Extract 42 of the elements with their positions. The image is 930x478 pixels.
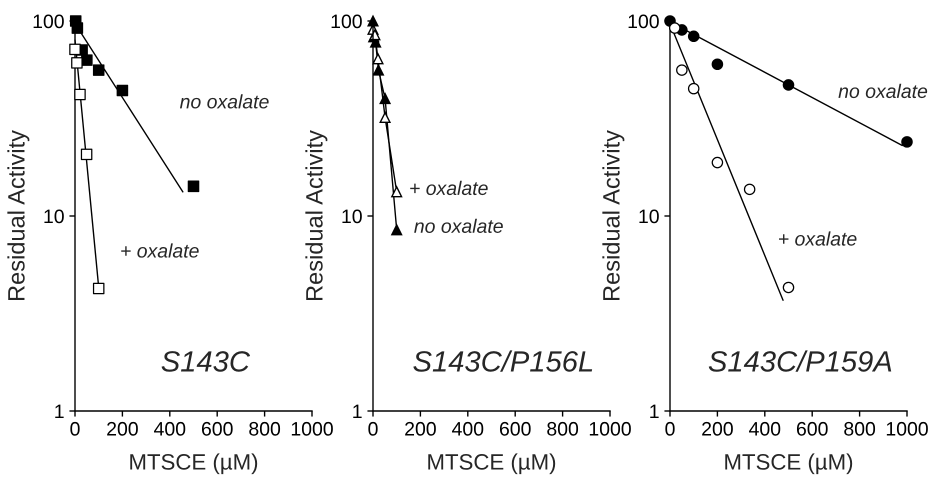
y-tick-label: 100 [332, 14, 362, 28]
y-tick-label: 10 [639, 209, 659, 224]
y-tick-label: 100 [34, 14, 64, 28]
x-tick-label: 200 [107, 422, 138, 436]
x-axis-title: MTSCE (µM) [428, 453, 556, 474]
x-tick-label: 0 [368, 422, 378, 436]
y-axis-title: Residual Activity [305, 130, 328, 300]
text: no oxalate [838, 84, 928, 98]
series-label: + oxalate [779, 231, 857, 246]
series-label: + oxalate [410, 180, 488, 196]
text: S143C/P156L [413, 350, 592, 372]
y-tick-label: 1 [55, 404, 64, 418]
y-axis-title: Residual Activity [7, 130, 30, 300]
x-tick-label: 200 [405, 422, 436, 436]
y-tick-label: 100 [628, 14, 659, 28]
series-label: + oxalate [121, 243, 199, 258]
text: S143C [162, 351, 250, 372]
x-tick-label: 1000 [590, 422, 631, 436]
y-axis-title: Residual Activity [602, 130, 624, 300]
x-tick-label: 400 [749, 422, 780, 436]
y-tick-label: 1 [650, 404, 659, 418]
y-tick-label: 10 [342, 209, 362, 224]
y-tick-label: 10 [44, 209, 64, 224]
y-tick-label: 1 [353, 404, 362, 418]
x-tick-label: 800 [547, 422, 578, 436]
x-tick-label: 600 [796, 422, 828, 436]
x-axis-title: MTSCE (µM) [725, 453, 852, 474]
x-tick-label: 0 [70, 422, 80, 436]
series-label: no oxalate [414, 218, 503, 233]
x-tick-label: 1000 [886, 422, 928, 436]
x-tick-label: 400 [154, 422, 186, 436]
text: S143C/P159A [708, 350, 892, 372]
x-tick-label: 0 [665, 422, 675, 436]
x-tick-label: 600 [202, 422, 233, 436]
x-axis-title: MTSCE (µM) [130, 453, 258, 474]
x-tick-label: 600 [500, 422, 531, 436]
x-tick-label: 400 [452, 422, 484, 436]
text: no oxalate [180, 94, 269, 109]
x-tick-label: 1000 [292, 422, 333, 436]
x-tick-label: 800 [844, 422, 876, 436]
x-tick-label: 200 [702, 422, 733, 436]
x-tick-label: 800 [249, 422, 280, 436]
